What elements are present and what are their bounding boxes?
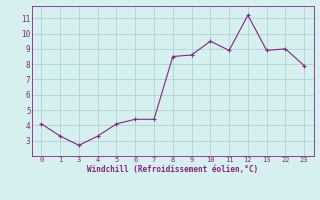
X-axis label: Windchill (Refroidissement éolien,°C): Windchill (Refroidissement éolien,°C) <box>87 165 258 174</box>
